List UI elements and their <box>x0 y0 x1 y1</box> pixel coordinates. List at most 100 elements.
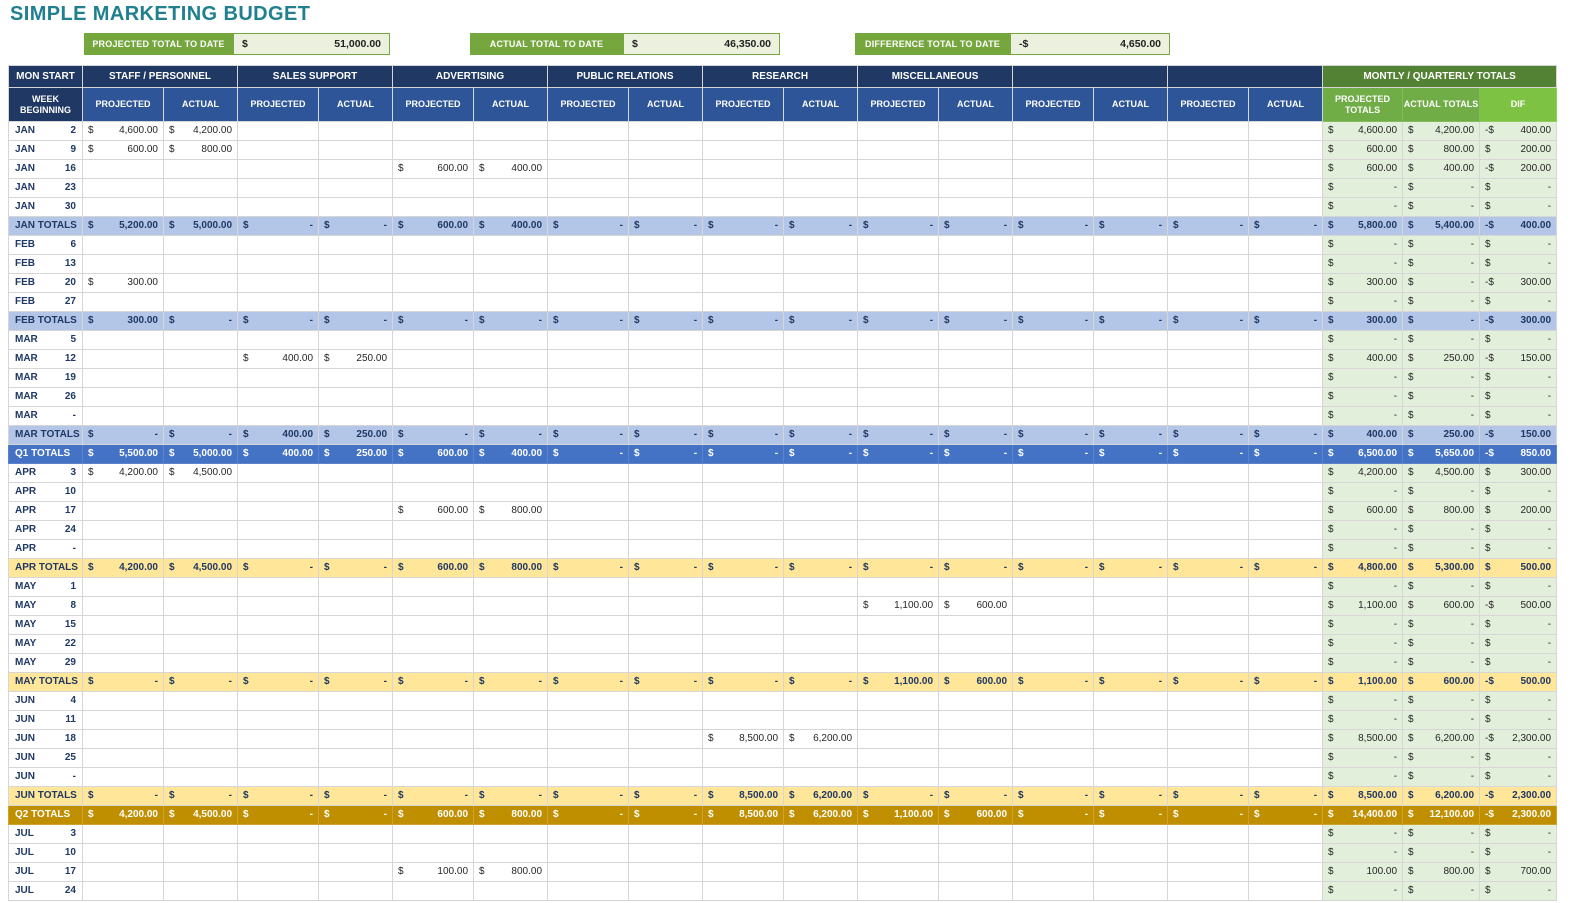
money-cell[interactable]: $ - <box>702 444 785 464</box>
money-cell[interactable] <box>783 520 859 540</box>
dif-cell[interactable]: -$ 850.00 <box>1479 444 1558 464</box>
money-cell[interactable] <box>1012 292 1095 312</box>
money-cell[interactable] <box>938 615 1014 635</box>
money-cell[interactable] <box>473 178 549 198</box>
money-cell[interactable] <box>318 520 394 540</box>
actual-total-cell[interactable]: $ - <box>1402 577 1481 597</box>
money-cell[interactable] <box>162 292 239 312</box>
dif-cell[interactable]: $ - <box>1479 653 1558 673</box>
money-cell[interactable] <box>162 615 239 635</box>
money-cell[interactable] <box>392 767 475 787</box>
actual-total-cell[interactable]: $250.00 <box>1402 425 1481 445</box>
money-cell[interactable] <box>938 330 1014 350</box>
money-cell[interactable] <box>1093 121 1169 141</box>
money-cell[interactable]: $5,000.00 <box>162 444 239 464</box>
money-cell[interactable]: $ - <box>82 425 164 445</box>
money-cell[interactable]: $ - <box>1167 805 1250 825</box>
money-cell[interactable] <box>473 539 549 559</box>
money-cell[interactable] <box>1012 824 1095 844</box>
money-cell[interactable] <box>82 368 164 388</box>
money-cell[interactable]: $ - <box>547 425 630 445</box>
money-cell[interactable] <box>392 387 475 407</box>
money-cell[interactable] <box>938 653 1014 673</box>
actual-total-cell[interactable]: $4,200.00 <box>1402 121 1481 141</box>
money-cell[interactable] <box>938 197 1014 217</box>
money-cell[interactable] <box>473 387 549 407</box>
money-cell[interactable] <box>1167 406 1250 426</box>
projected-total-cell[interactable]: $400.00 <box>1322 425 1404 445</box>
money-cell[interactable] <box>473 634 549 654</box>
money-cell[interactable] <box>1248 767 1324 787</box>
money-cell[interactable] <box>82 330 164 350</box>
week-cell[interactable]: JAN 30 <box>8 197 83 217</box>
money-cell[interactable] <box>783 748 859 768</box>
dif-cell[interactable]: $ - <box>1479 824 1558 844</box>
money-cell[interactable] <box>547 615 630 635</box>
money-cell[interactable]: $ - <box>162 425 239 445</box>
money-cell[interactable] <box>857 691 940 711</box>
money-cell[interactable] <box>702 501 785 521</box>
money-cell[interactable] <box>1093 881 1169 901</box>
money-cell[interactable]: $ - <box>318 216 394 236</box>
money-cell[interactable] <box>318 824 394 844</box>
money-cell[interactable] <box>938 577 1014 597</box>
money-cell[interactable] <box>1093 482 1169 502</box>
money-cell[interactable] <box>237 273 320 293</box>
money-cell[interactable] <box>473 406 549 426</box>
money-cell[interactable]: $4,500.00 <box>162 558 239 578</box>
dif-cell[interactable]: -$ 2,300.00 <box>1479 786 1558 806</box>
money-cell[interactable]: $ - <box>628 558 704 578</box>
dif-cell[interactable]: $ - <box>1479 881 1558 901</box>
actual-total-cell[interactable]: $800.00 <box>1402 501 1481 521</box>
money-cell[interactable] <box>237 140 320 160</box>
money-cell[interactable] <box>938 368 1014 388</box>
week-cell[interactable]: MAR 5 <box>8 330 83 350</box>
money-cell[interactable] <box>1167 387 1250 407</box>
money-cell[interactable] <box>1012 387 1095 407</box>
money-cell[interactable] <box>318 254 394 274</box>
money-cell[interactable]: $ - <box>1012 786 1095 806</box>
money-cell[interactable] <box>473 577 549 597</box>
projected-total-cell[interactable]: $400.00 <box>1322 349 1404 369</box>
money-cell[interactable] <box>628 482 704 502</box>
money-cell[interactable] <box>162 539 239 559</box>
money-cell[interactable] <box>702 406 785 426</box>
money-cell[interactable] <box>702 539 785 559</box>
money-cell[interactable]: $600.00 <box>938 672 1014 692</box>
money-cell[interactable] <box>162 482 239 502</box>
actual-total-cell[interactable]: $600.00 <box>1402 596 1481 616</box>
money-cell[interactable]: $6,200.00 <box>783 805 859 825</box>
money-cell[interactable] <box>237 862 320 882</box>
money-cell[interactable]: $4,500.00 <box>162 805 239 825</box>
dif-cell[interactable]: $ - <box>1479 406 1558 426</box>
money-cell[interactable] <box>1012 235 1095 255</box>
money-cell[interactable] <box>162 330 239 350</box>
money-cell[interactable] <box>237 197 320 217</box>
money-cell[interactable] <box>1248 463 1324 483</box>
money-cell[interactable] <box>547 292 630 312</box>
dif-cell[interactable]: -$ 150.00 <box>1479 349 1558 369</box>
dif-cell[interactable]: $ - <box>1479 387 1558 407</box>
week-cell[interactable]: MAY 15 <box>8 615 83 635</box>
money-cell[interactable] <box>237 596 320 616</box>
money-cell[interactable] <box>1248 140 1324 160</box>
actual-total-cell[interactable]: $ - <box>1402 881 1481 901</box>
money-cell[interactable] <box>547 235 630 255</box>
projected-total-cell[interactable]: $4,200.00 <box>1322 463 1404 483</box>
projected-total-cell[interactable]: $ - <box>1322 368 1404 388</box>
money-cell[interactable]: $250.00 <box>318 425 394 445</box>
money-cell[interactable] <box>1093 330 1169 350</box>
money-cell[interactable] <box>1093 634 1169 654</box>
money-cell[interactable] <box>547 121 630 141</box>
money-cell[interactable] <box>547 406 630 426</box>
money-cell[interactable]: $ - <box>702 311 785 331</box>
money-cell[interactable]: $ - <box>628 805 704 825</box>
money-cell[interactable] <box>938 767 1014 787</box>
money-cell[interactable] <box>628 140 704 160</box>
money-cell[interactable] <box>857 121 940 141</box>
money-cell[interactable] <box>237 406 320 426</box>
week-cell[interactable]: FEB 13 <box>8 254 83 274</box>
money-cell[interactable] <box>237 710 320 730</box>
money-cell[interactable] <box>857 406 940 426</box>
dif-cell[interactable]: $ - <box>1479 767 1558 787</box>
